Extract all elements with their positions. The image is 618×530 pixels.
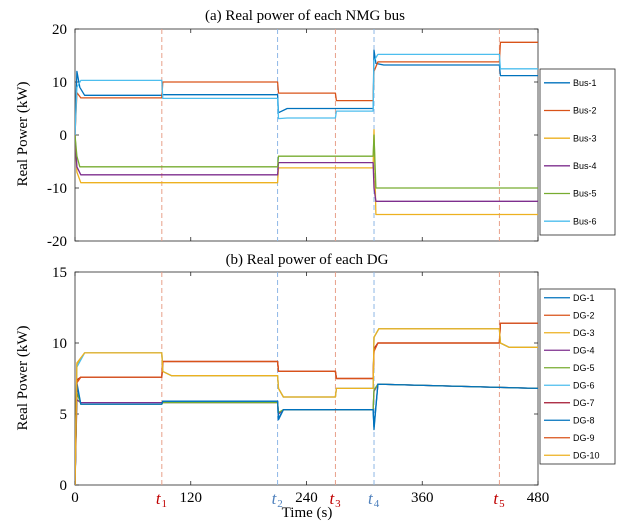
time-marker-t3: t3 [329, 489, 341, 510]
y-tick-label: 15 [52, 265, 67, 281]
legend-b: DG-1 DG-2 DG-3 DG-4 DG-5 DG-6 DG-7 DG-8 DG-9 DG-1… [539, 288, 616, 465]
series-group-b [75, 322, 538, 485]
legend-label: DG-9 [573, 433, 595, 443]
series-line-dg-10 [75, 328, 538, 485]
axes-box-a [74, 28, 539, 242]
panel-a: (a) Real power of each NMG bus Real Powe… [15, 8, 616, 250]
series-line-bus-1 [75, 49, 538, 136]
series-line-bus-6 [75, 53, 538, 136]
y-tick-label: 10 [52, 336, 67, 352]
legend-label: DG-1 [573, 293, 595, 303]
time-marker-t5: t5 [493, 489, 505, 510]
x-tick-label: 240 [295, 490, 318, 506]
panel-b-xlabel: Time (s) [282, 505, 333, 521]
x-tick-label: 480 [527, 490, 550, 506]
y-tick-label: 5 [60, 407, 68, 423]
time-marker-t4: t4 [368, 489, 380, 510]
x-tick-label: 360 [411, 490, 434, 506]
legend-label: DG-2 [573, 310, 595, 320]
legend-label: Bus-1 [573, 78, 597, 88]
y-tick-label: 10 [52, 75, 67, 91]
legend-label: DG-10 [573, 450, 600, 460]
y-tick-label: -10 [47, 181, 67, 197]
panel-a-ylabel: Real Power (kW) [15, 82, 31, 187]
legend-label: DG-4 [573, 345, 595, 355]
y-tick-label: 0 [60, 128, 68, 144]
series-line-bus-2 [75, 41, 538, 136]
series-line-dg-9 [75, 322, 538, 485]
y-tick-label: -20 [47, 234, 67, 250]
panel-b-ylabel: Real Power (kW) [15, 326, 31, 431]
panel-b-title: (b) Real power of each DG [226, 252, 389, 268]
legend-a: Bus-1 Bus-2 Bus-3 Bus-4 Bus-5 Bus-6 [539, 68, 616, 236]
series-line-dg-8 [75, 382, 538, 485]
legend-box [539, 68, 616, 236]
legend-label: Bus-6 [573, 216, 597, 226]
legend-box [539, 288, 616, 465]
legend-label: Bus-2 [573, 106, 597, 116]
time-marker-t2: t2 [272, 489, 283, 510]
series-group-a [75, 41, 538, 216]
y-tick-label: 20 [52, 22, 67, 38]
legend-label: Bus-5 [573, 189, 597, 199]
time-marker-t1: t1 [156, 489, 167, 510]
y-tick-label: 0 [60, 478, 68, 494]
legend-label: DG-8 [573, 415, 595, 425]
axes-box-b [74, 271, 539, 486]
legend-label: Bus-3 [573, 133, 597, 143]
panel-a-plot: -20-1001020Bus-1Bus-2Bus-3Bus-4Bus-5Bus-… [47, 22, 616, 250]
panel-b: (b) Real power of each DG Real Power (kW… [15, 252, 616, 521]
x-tick-label: 120 [180, 490, 203, 506]
legend-label: DG-5 [573, 363, 595, 373]
legend-label: DG-3 [573, 328, 595, 338]
legend-label: DG-7 [573, 398, 595, 408]
panel-a-title: (a) Real power of each NMG bus [205, 8, 405, 24]
legend-label: Bus-4 [573, 161, 597, 171]
legend-label: DG-6 [573, 380, 595, 390]
x-tick-label: 0 [71, 490, 79, 506]
series-line-bus-5 [75, 134, 538, 189]
time-markers: t1 t2 t3 t4 t5 [156, 489, 505, 510]
